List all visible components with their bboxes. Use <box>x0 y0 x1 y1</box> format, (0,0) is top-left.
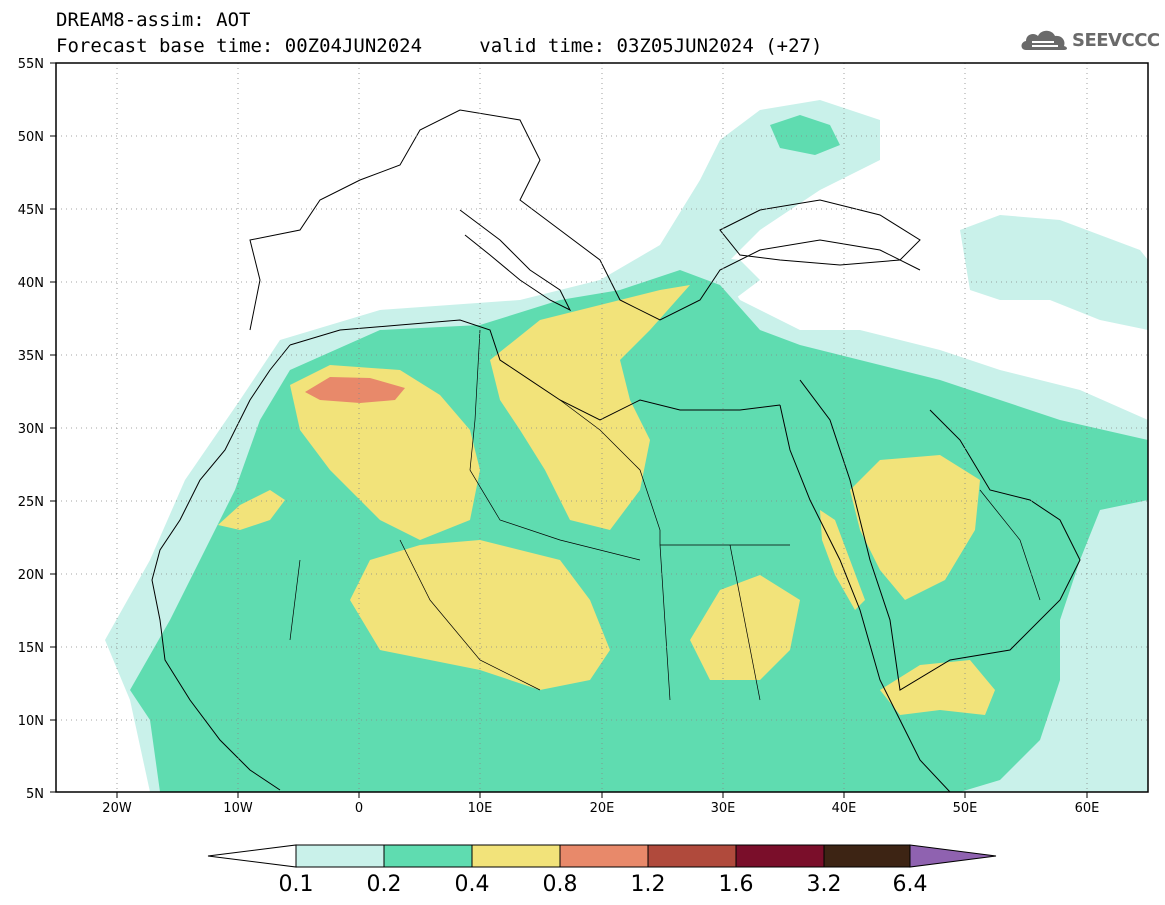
logo-text: SEEVCCC <box>1072 30 1160 51</box>
aot-field <box>105 100 1148 792</box>
grid-lines <box>56 63 1148 792</box>
contour-0.8 <box>305 377 405 403</box>
colorbar-bin <box>383 844 473 868</box>
colorbar-label: 1.2 <box>631 872 666 897</box>
lat-tick: 25N <box>18 495 44 510</box>
lon-tick: 60E <box>1075 801 1100 816</box>
colorbar-label: 0.8 <box>543 872 578 897</box>
colorbar-bin <box>295 844 385 868</box>
lat-tick: 55N <box>18 57 44 72</box>
valid-time-label: valid time: 03Z05JUN2024 (+27) <box>479 35 823 57</box>
coast-west-africa <box>151 344 291 791</box>
lat-tick: 40N <box>18 276 44 291</box>
lon-tick: 10W <box>223 801 253 816</box>
lat-tick: 45N <box>18 203 44 218</box>
colorbar-bin <box>471 844 561 868</box>
colorbar-bin <box>735 844 825 868</box>
contour-0.4-westsahara <box>218 490 285 530</box>
colorbar-labels: 0.1 0.2 0.4 0.8 1.2 1.6 3.2 6.4 <box>279 872 928 897</box>
colorbar-label: 6.4 <box>893 872 928 897</box>
contour-0.4-redsea <box>820 510 865 610</box>
lon-tick: 0 <box>355 801 363 816</box>
contour-0.2-ukraine <box>770 115 840 155</box>
lat-tick: 50N <box>18 130 44 145</box>
map-title-product: DREAM8-assim: AOT <box>56 9 251 31</box>
colorbar-low-arrow <box>207 844 297 868</box>
lon-tick: 30E <box>711 801 736 816</box>
contour-0.4-arabia <box>850 455 980 600</box>
lat-tick: 35N <box>18 349 44 364</box>
lat-tick-labels: 55N 50N 45N 40N 35N 30N 25N 20N 15N 10N … <box>18 57 44 802</box>
coast-black-sea <box>719 199 921 266</box>
lon-tick-marks <box>116 792 1088 798</box>
colorbar-label: 0.1 <box>279 872 314 897</box>
colorbar-label: 3.2 <box>807 872 842 897</box>
contour-0.1-caspian <box>960 215 1148 330</box>
coast-north-africa <box>289 319 781 421</box>
lon-tick: 20W <box>102 801 132 816</box>
colorbar-high-arrow <box>909 844 997 868</box>
coast-italy <box>459 209 572 312</box>
colorbar-bin <box>647 844 737 868</box>
colorbar <box>207 844 997 868</box>
lat-tick: 5N <box>26 787 44 802</box>
lon-tick: 40E <box>832 801 857 816</box>
lat-tick: 20N <box>18 568 44 583</box>
coastlines <box>151 109 1081 792</box>
map-title-times: Forecast base time: 00Z04JUN2024 valid t… <box>56 36 822 56</box>
contour-0.4-libya <box>490 285 690 530</box>
base-time-label: Forecast base time: 00Z04JUN2024 <box>56 35 423 57</box>
lat-tick: 15N <box>18 641 44 656</box>
contour-0.4-atlas <box>290 365 480 540</box>
lat-tick-marks <box>50 62 56 793</box>
colorbar-label: 0.2 <box>367 872 402 897</box>
cloud-icon <box>1021 30 1067 50</box>
lat-tick: 10N <box>18 714 44 729</box>
coast-arabia <box>799 379 1081 691</box>
colorbar-bin <box>823 844 911 868</box>
lon-tick-labels: 20W 10W 0 10E 20E 30E 40E 50E 60E <box>102 801 1099 816</box>
lon-tick: 20E <box>590 801 615 816</box>
colorbar-label: 0.4 <box>455 872 490 897</box>
lat-tick: 30N <box>18 422 44 437</box>
lon-tick: 10E <box>468 801 493 816</box>
colorbar-bin <box>559 844 649 868</box>
border-lines <box>289 329 1041 701</box>
coast-europe <box>249 109 921 331</box>
coast-red-sea <box>779 404 951 792</box>
contour-0.4-sahel <box>350 540 610 690</box>
contour-0.4-sudan <box>690 575 800 680</box>
contour-0.4-yemen <box>880 660 995 715</box>
colorbar-label: 1.6 <box>719 872 754 897</box>
lon-tick: 50E <box>953 801 978 816</box>
